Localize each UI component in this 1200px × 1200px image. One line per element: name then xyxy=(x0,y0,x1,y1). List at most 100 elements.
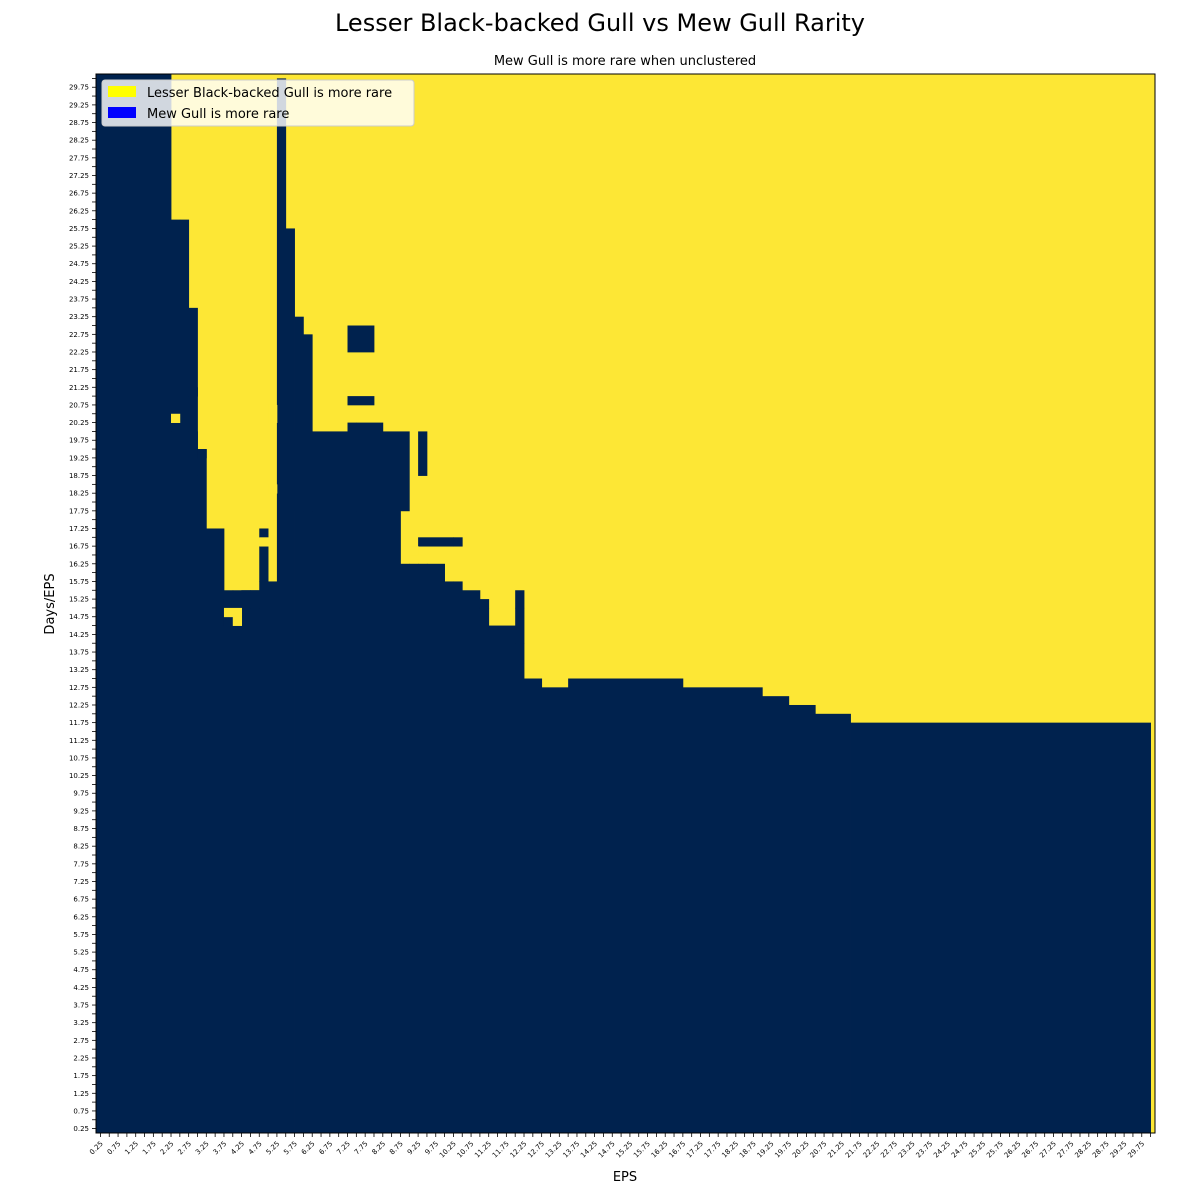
legend-label: Mew Gull is more rare xyxy=(147,107,289,122)
heatmap-region-mew xyxy=(426,563,445,1134)
x-tick-label: 5.25 xyxy=(265,1140,282,1157)
y-tick-label: 3.25 xyxy=(73,1019,89,1027)
heatmap-cell-mew xyxy=(223,616,234,626)
y-tick-label: 9.25 xyxy=(73,807,89,815)
heatmap-region-mew xyxy=(453,581,463,1134)
x-tick-label: 24.75 xyxy=(950,1140,970,1160)
heatmap-region-mew xyxy=(515,643,525,1134)
x-tick-label: 6.25 xyxy=(300,1140,317,1157)
heatmap-region-mew xyxy=(303,334,313,1134)
x-tick-label: 0.25 xyxy=(88,1140,105,1157)
heatmap-cell-mew xyxy=(347,325,375,353)
x-tick-label: 5.75 xyxy=(282,1140,299,1157)
heatmap-region-mew xyxy=(96,74,172,1134)
x-tick-label: 15.75 xyxy=(632,1140,652,1160)
y-tick-label: 4.25 xyxy=(73,984,89,992)
y-tick-label: 8.75 xyxy=(73,825,89,833)
heatmap-region-mew xyxy=(241,590,251,1134)
x-tick-label: 12.75 xyxy=(526,1140,546,1160)
heatmap-region-mew xyxy=(409,563,419,1134)
y-axis-label: Days/EPS xyxy=(43,573,58,634)
heatmap-region-mew xyxy=(479,607,490,1134)
y-tick-label: 28.75 xyxy=(69,119,89,127)
y-tick-label: 15.75 xyxy=(69,578,89,586)
y-tick-label: 18.25 xyxy=(69,490,89,498)
heatmap-cell-mew xyxy=(241,590,260,609)
heatmap-region-mew xyxy=(462,590,481,1134)
x-tick-label: 20.75 xyxy=(809,1140,829,1160)
heatmap-cell-mew xyxy=(347,422,357,512)
y-tick-label: 21.25 xyxy=(69,384,89,392)
x-tick-label: 15.25 xyxy=(614,1140,634,1160)
y-tick-label: 19.75 xyxy=(69,437,89,445)
x-tick-label: 14.25 xyxy=(579,1140,599,1160)
y-tick-label: 25.25 xyxy=(69,243,89,251)
chart-subtitle: Mew Gull is more rare when unclustered xyxy=(494,54,756,69)
heatmap-cell-lesser xyxy=(268,484,278,494)
y-tick-label: 17.75 xyxy=(69,507,89,515)
heatmap-cell-mew xyxy=(223,599,234,609)
heatmap-region-mew xyxy=(188,307,198,1134)
legend-swatch xyxy=(108,86,136,97)
x-tick-label: 28.75 xyxy=(1091,1140,1111,1160)
heatmap-region-mew xyxy=(250,590,260,1134)
y-tick-label: 29.75 xyxy=(69,84,89,92)
x-tick-label: 29.75 xyxy=(1126,1140,1146,1160)
x-tick-label: 17.75 xyxy=(703,1140,723,1160)
legend-swatch xyxy=(108,107,136,118)
heatmap-region-mew xyxy=(762,696,790,1134)
x-tick-label: 2.25 xyxy=(159,1140,176,1157)
legend-label: Lesser Black-backed Gull is more rare xyxy=(147,86,392,101)
x-tick-label: 27.25 xyxy=(1038,1140,1058,1160)
heatmap-cell-lesser xyxy=(223,607,243,618)
x-axis-ticks: 0.25 0.75 1.25 1.75 2.25 2.75 3.25 3.75 4.25 4.75… xyxy=(88,1133,1151,1160)
heatmap-cell-mew xyxy=(259,528,269,538)
y-tick-label: 28.25 xyxy=(69,137,89,145)
y-tick-label: 12.25 xyxy=(69,701,89,709)
chart-title: Lesser Black-backed Gull vs Mew Gull Rar… xyxy=(335,9,865,37)
heatmap-region-mew xyxy=(382,510,401,1134)
heatmap-cell-mew xyxy=(515,590,525,609)
y-tick-label: 17.25 xyxy=(69,525,89,533)
x-tick-label: 13.75 xyxy=(562,1140,582,1160)
heatmap-cell-lesser xyxy=(268,404,278,423)
y-tick-label: 27.75 xyxy=(69,154,89,162)
y-tick-label: 29.25 xyxy=(69,101,89,109)
x-tick-label: 10.75 xyxy=(456,1140,476,1160)
y-tick-label: 20.25 xyxy=(69,419,89,427)
x-tick-label: 26.75 xyxy=(1020,1140,1040,1160)
y-tick-label: 9.75 xyxy=(73,790,89,798)
y-tick-label: 3.75 xyxy=(73,1002,89,1010)
heatmap-cell-lesser xyxy=(232,616,243,626)
x-tick-label: 7.75 xyxy=(353,1140,370,1157)
heatmap-cell-mew xyxy=(188,457,198,476)
x-tick-label: 26.25 xyxy=(1003,1140,1023,1160)
heatmap-region-mew xyxy=(171,219,181,1134)
y-tick-label: 14.25 xyxy=(69,631,89,639)
y-tick-label: 23.75 xyxy=(69,296,89,304)
x-tick-label: 1.75 xyxy=(141,1140,158,1157)
x-tick-label: 25.25 xyxy=(967,1140,987,1160)
x-tick-label: 0.75 xyxy=(106,1140,123,1157)
y-tick-label: 2.25 xyxy=(73,1054,89,1062)
heatmap-cell-mew xyxy=(479,599,490,609)
x-tick-label: 14.75 xyxy=(597,1140,617,1160)
y-tick-label: 21.75 xyxy=(69,366,89,374)
x-axis-label: EPS xyxy=(613,1170,637,1185)
x-tick-label: 22.25 xyxy=(862,1140,882,1160)
x-tick-label: 17.25 xyxy=(685,1140,705,1160)
heatmap-region-mew xyxy=(223,590,234,1134)
x-tick-label: 13.25 xyxy=(544,1140,564,1160)
y-axis-ticks: 0.25 0.75 1.25 1.75 2.25 2.75 3.25 3.75 4.25 4.75… xyxy=(69,78,96,1133)
y-tick-label: 4.75 xyxy=(73,966,89,974)
x-tick-label: 16.25 xyxy=(650,1140,670,1160)
x-tick-label: 11.75 xyxy=(491,1140,511,1160)
y-tick-label: 16.25 xyxy=(69,560,89,568)
heatmap-region-mew xyxy=(215,528,225,1134)
x-tick-label: 25.75 xyxy=(985,1140,1005,1160)
x-tick-label: 29.25 xyxy=(1109,1140,1129,1160)
heatmap-region-mew xyxy=(179,219,190,1134)
heatmap-region-mew xyxy=(285,228,295,1134)
heatmap-region-mew xyxy=(788,704,816,1134)
y-tick-label: 6.75 xyxy=(73,896,89,904)
